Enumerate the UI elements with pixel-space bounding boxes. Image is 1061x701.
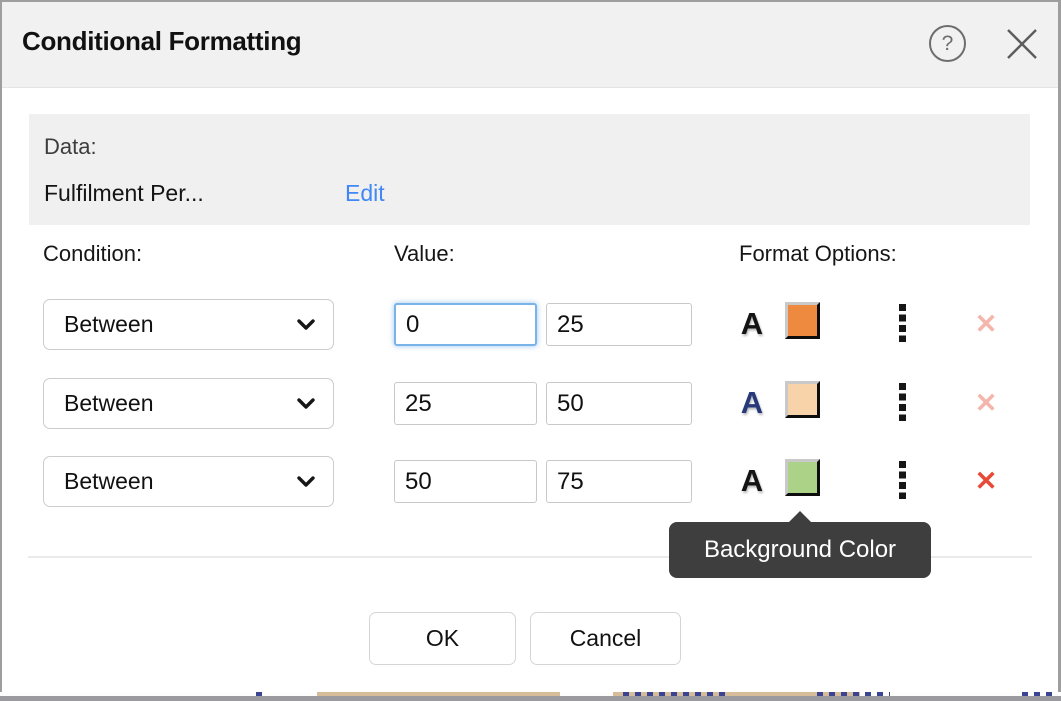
help-glyph: ?	[941, 31, 954, 55]
condition-select-value: Between	[64, 468, 154, 494]
font-color-button[interactable]: A	[740, 463, 764, 498]
condition-row-3: Between A ✕	[0, 456, 1061, 508]
dialog-header: Conditional Formatting ?	[2, 2, 1058, 88]
footer-divider	[28, 556, 1032, 558]
condition-select[interactable]: Between	[43, 378, 334, 429]
vertical-dots-icon[interactable]	[899, 461, 906, 499]
background-color-swatch[interactable]	[785, 381, 820, 418]
edit-link[interactable]: Edit	[345, 180, 385, 206]
background-color-swatch[interactable]	[785, 302, 820, 339]
background-fragment	[1022, 692, 1058, 696]
delete-row-button[interactable]: ✕	[974, 309, 998, 339]
delete-row-button[interactable]: ✕	[974, 466, 998, 496]
value-from-input[interactable]	[394, 460, 537, 503]
data-summary-panel: Data: Fulfilment Per... Edit	[29, 114, 1030, 225]
tooltip-text: Background Color	[703, 536, 897, 563]
background-fragment	[623, 692, 727, 696]
background-fragment	[317, 692, 560, 696]
ok-button[interactable]: OK	[369, 612, 516, 665]
data-label: Data:	[44, 134, 97, 159]
condition-select-value: Between	[64, 311, 154, 337]
value-to-input[interactable]	[546, 460, 692, 503]
dialog-title: Conditional Formatting	[22, 26, 302, 56]
background-fragment	[256, 692, 262, 696]
condition-column-header: Condition:	[43, 241, 143, 266]
background-page-strip	[0, 692, 1061, 701]
vertical-dots-icon[interactable]	[899, 383, 906, 421]
background-fragment	[613, 692, 860, 696]
value-column-header: Value:	[394, 241, 455, 266]
close-icon[interactable]	[1005, 27, 1039, 61]
condition-select[interactable]: Between	[43, 299, 334, 350]
condition-row-1: Between A ✕	[0, 299, 1061, 351]
format-options-column-header: Format Options:	[739, 241, 897, 266]
condition-row-2: Between A ✕	[0, 378, 1061, 430]
help-icon[interactable]: ?	[929, 25, 966, 62]
background-color-swatch[interactable]	[785, 459, 820, 496]
value-to-input[interactable]	[546, 382, 692, 425]
vertical-dots-icon[interactable]	[899, 304, 906, 342]
font-color-button[interactable]: A	[740, 306, 764, 341]
condition-select-value: Between	[64, 390, 154, 416]
chevron-down-icon	[297, 398, 315, 409]
value-to-input[interactable]	[546, 303, 692, 346]
value-from-input[interactable]	[394, 382, 537, 425]
condition-select[interactable]: Between	[43, 456, 334, 507]
chevron-down-icon	[297, 319, 315, 330]
cancel-button[interactable]: Cancel	[530, 612, 681, 665]
data-field-name: Fulfilment Per...	[44, 180, 204, 206]
chevron-down-icon	[297, 476, 315, 487]
font-color-button[interactable]: A	[740, 385, 764, 420]
value-from-input[interactable]	[394, 303, 537, 346]
background-fragment	[817, 692, 890, 696]
background-color-tooltip: Background Color	[669, 511, 931, 578]
background-page-bar	[0, 696, 1061, 701]
delete-row-button[interactable]: ✕	[974, 388, 998, 418]
